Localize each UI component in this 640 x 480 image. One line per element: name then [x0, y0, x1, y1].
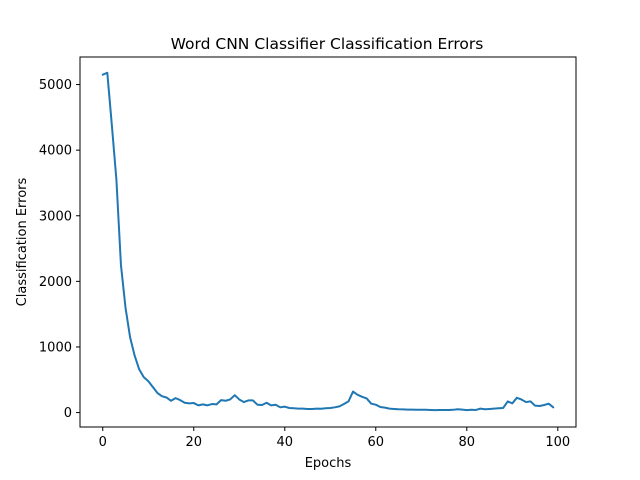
y-tick-label: 5000: [39, 78, 72, 93]
y-tick-label: 0: [64, 406, 72, 421]
x-tick-label: 60: [368, 435, 385, 450]
series-line: [101, 71, 555, 412]
x-tick-label: 80: [459, 435, 476, 450]
y-tick-label: 4000: [39, 144, 72, 159]
x-tick-label: 0: [99, 435, 107, 450]
x-tick-label: 20: [185, 435, 202, 450]
y-tick-label: 1000: [39, 340, 72, 355]
x-axis-label: Epochs: [305, 456, 352, 471]
x-tick-label: 40: [276, 435, 293, 450]
axes-frame: [79, 56, 577, 428]
x-tick-label: 100: [545, 435, 570, 450]
y-axis-label: Classification Errors: [15, 177, 30, 306]
y-tick-label: 2000: [39, 275, 72, 290]
chart-title: Word CNN Classifier Classification Error…: [171, 35, 484, 53]
y-tick-label: 3000: [39, 209, 72, 224]
plot-area: [101, 71, 555, 412]
